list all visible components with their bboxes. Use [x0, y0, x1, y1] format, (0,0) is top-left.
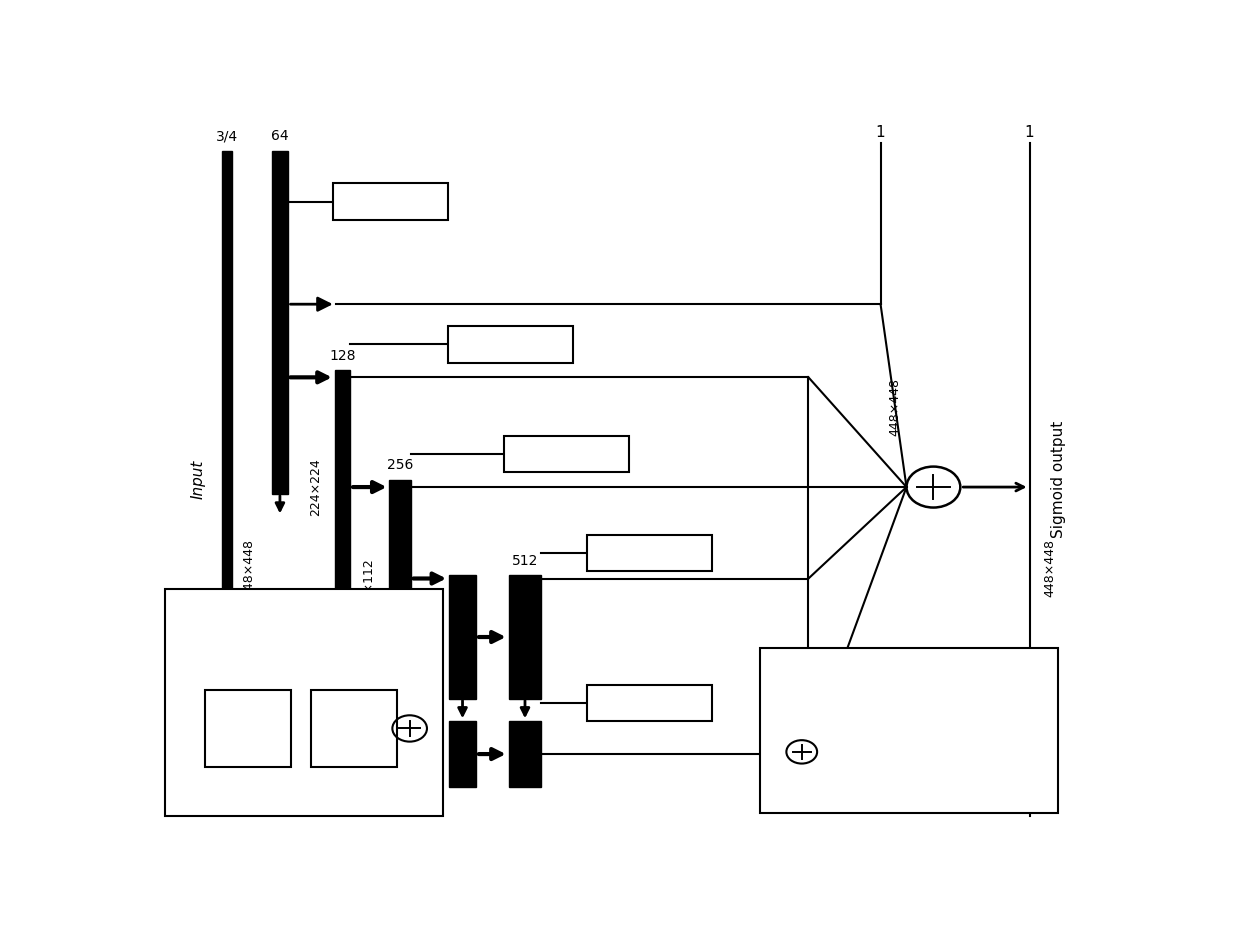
Bar [222, 151, 232, 809]
Bar [449, 721, 476, 787]
Bar [335, 370, 350, 589]
Text: 56×56: 56×56 [423, 616, 435, 658]
Text: Conv(3×3): Conv(3×3) [243, 698, 253, 759]
Text: 448×448: 448×448 [1043, 539, 1056, 597]
Bar [332, 183, 448, 220]
Text: 3xResBlock: 3xResBlock [610, 695, 689, 710]
Text: ResBlock: ResBlock [174, 602, 243, 618]
Bar [389, 480, 410, 685]
Bar [449, 575, 476, 699]
Text: Sigmoid output: Sigmoid output [1050, 421, 1066, 539]
Text: Skip connection: Skip connection [832, 782, 942, 795]
Text: ResBlocks: ResBlocks [832, 709, 901, 722]
Text: 28×28: 28×28 [422, 733, 434, 775]
Text: Addition: Addition [832, 745, 890, 759]
Bar [503, 436, 629, 472]
Bar [205, 690, 291, 767]
Text: 112×112: 112×112 [362, 557, 374, 615]
Text: 6xResBlock: 6xResBlock [610, 546, 689, 560]
Bar [588, 535, 713, 571]
Text: Conv(3×3): Conv(3×3) [348, 698, 358, 759]
Text: Input: Input [191, 460, 206, 500]
Text: 512: 512 [512, 554, 538, 567]
Text: Max-pooling: Max-pooling [832, 672, 918, 686]
Text: 1: 1 [1024, 124, 1034, 140]
Text: 448×448: 448×448 [888, 377, 901, 436]
Bar [448, 326, 573, 363]
Text: 1: 1 [875, 124, 885, 140]
Bar [508, 575, 542, 699]
Text: 256: 256 [387, 459, 413, 472]
Text: 3xResBlock: 3xResBlock [471, 337, 551, 352]
Bar [273, 151, 288, 494]
Bar [165, 589, 444, 816]
Text: Conv3x3: Conv3x3 [357, 195, 424, 209]
Bar [588, 685, 713, 721]
Text: 224×224: 224×224 [309, 458, 322, 516]
Text: 64: 64 [272, 129, 289, 143]
Bar [760, 648, 1058, 812]
Text: 4xResBlock: 4xResBlock [527, 447, 606, 461]
Text: 3/4: 3/4 [216, 129, 238, 143]
Bar [508, 721, 542, 787]
Bar [311, 690, 397, 767]
Text: 448×448: 448×448 [243, 539, 255, 597]
Text: 128: 128 [329, 349, 356, 363]
